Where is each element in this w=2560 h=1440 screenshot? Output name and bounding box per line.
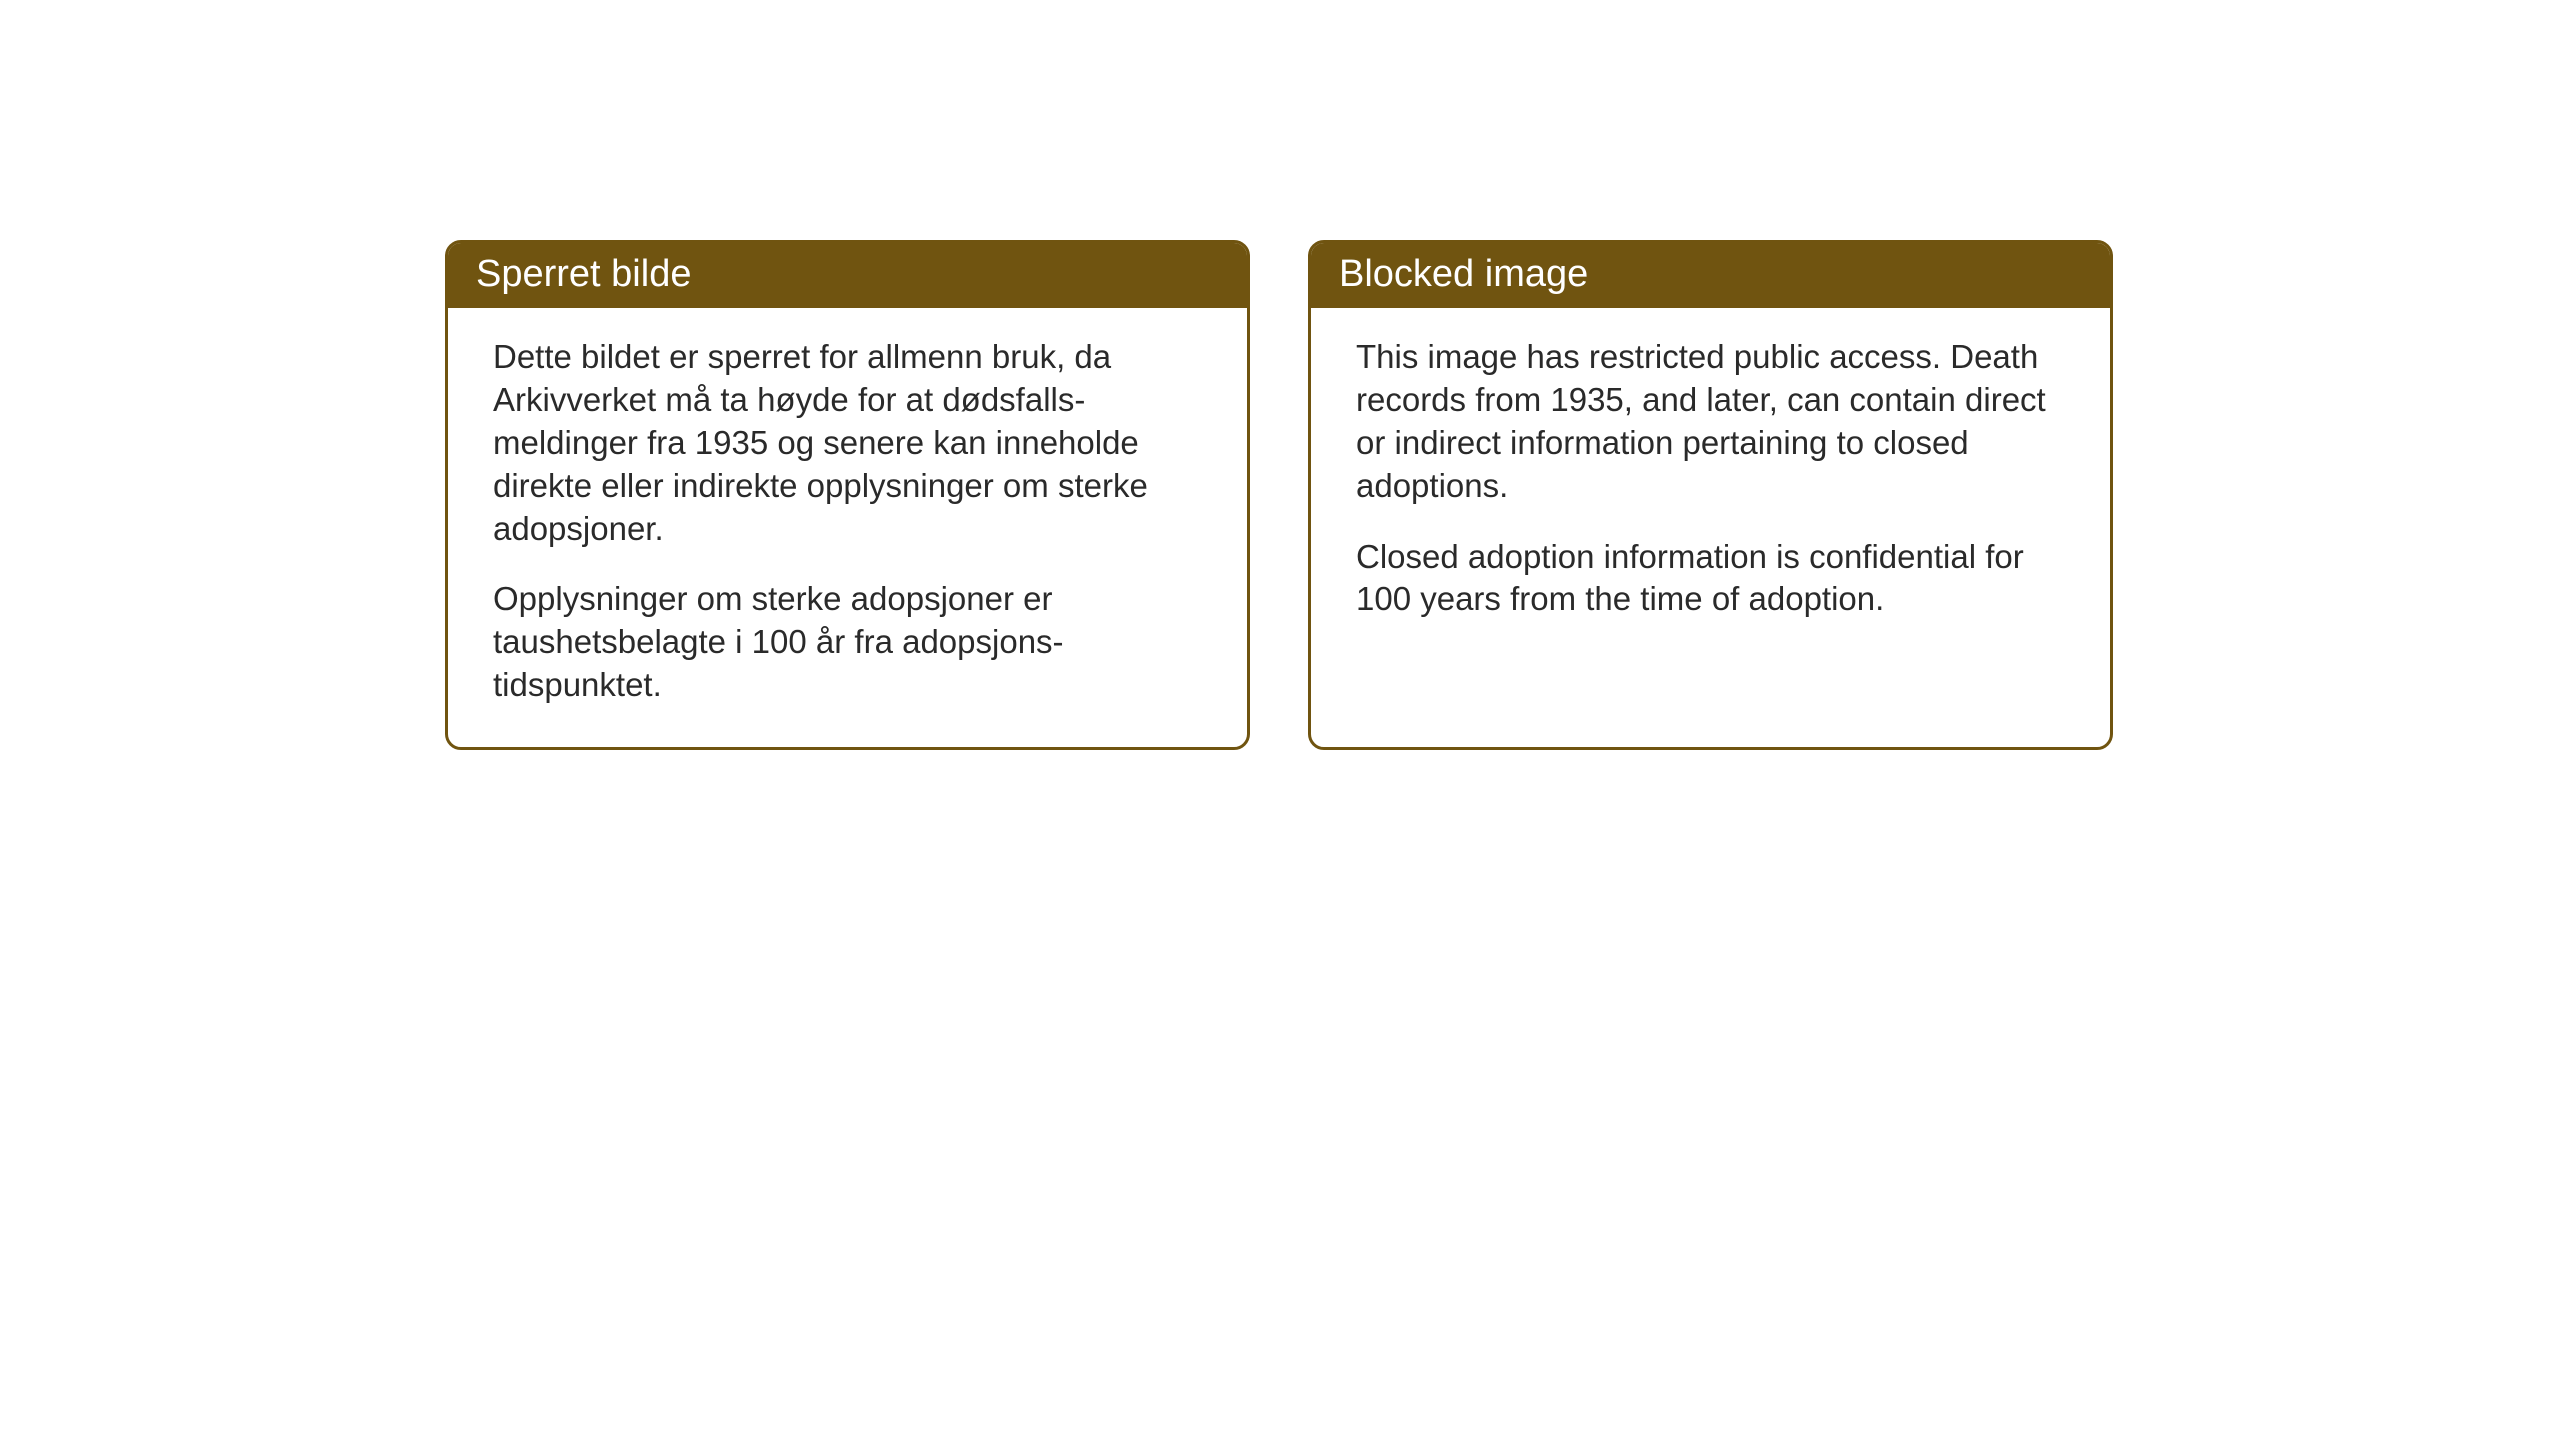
notice-header-norwegian: Sperret bilde bbox=[448, 243, 1247, 308]
notice-body-norwegian: Dette bildet er sperret for allmenn bruk… bbox=[448, 308, 1247, 747]
notice-body-english: This image has restricted public access.… bbox=[1311, 308, 2110, 661]
notice-paragraph-norwegian-2: Opplysninger om sterke adopsjoner er tau… bbox=[493, 578, 1202, 707]
notice-header-english: Blocked image bbox=[1311, 243, 2110, 308]
notice-container: Sperret bilde Dette bildet er sperret fo… bbox=[445, 240, 2113, 750]
notice-box-norwegian: Sperret bilde Dette bildet er sperret fo… bbox=[445, 240, 1250, 750]
notice-box-english: Blocked image This image has restricted … bbox=[1308, 240, 2113, 750]
notice-paragraph-english-2: Closed adoption information is confident… bbox=[1356, 536, 2065, 622]
notice-paragraph-norwegian-1: Dette bildet er sperret for allmenn bruk… bbox=[493, 336, 1202, 550]
notice-paragraph-english-1: This image has restricted public access.… bbox=[1356, 336, 2065, 508]
